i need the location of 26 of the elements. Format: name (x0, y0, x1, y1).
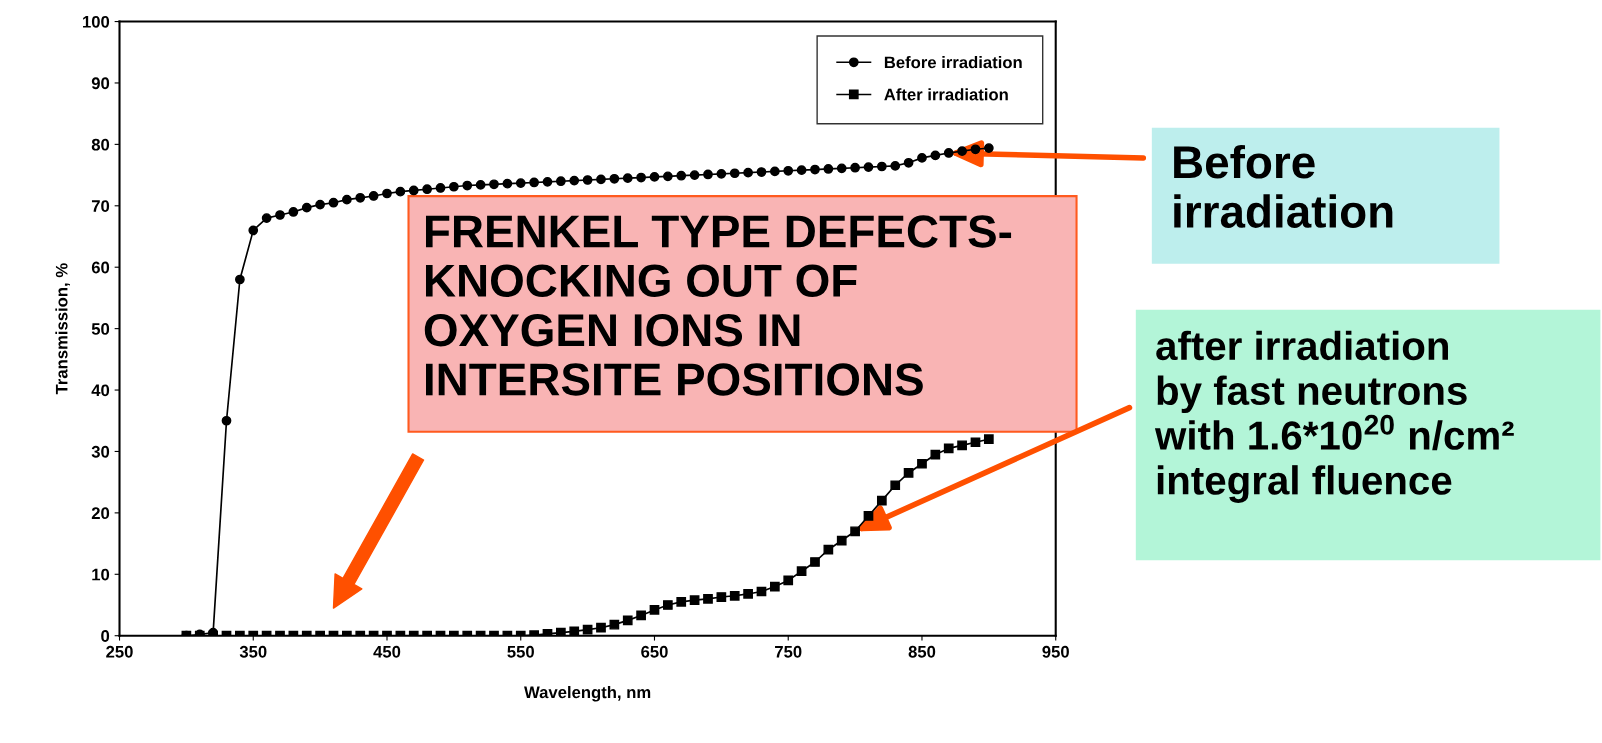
annotation: FRENKEL TYPE DEFECTS- KNOCKING OUT OF OXYGEN IONS IN INTERSITE POSITIONS (424, 215, 1012, 396)
y-tick-label: 20 (91, 507, 110, 520)
y-tick-label: 90 (91, 77, 110, 90)
x-tick-label: 850 (908, 645, 936, 658)
x-tick-label: 750 (775, 645, 802, 658)
annotation: Before irradiation (1174, 144, 1393, 228)
legend-label: After irradiation (884, 88, 1008, 101)
y-tick-label: 100 (83, 15, 110, 28)
x-tick-label: 450 (373, 645, 401, 658)
y-axis-title: Transmission, % (55, 263, 70, 395)
y-tick-label: 80 (91, 138, 110, 151)
x-tick-label: 650 (641, 645, 668, 658)
legend-label: Before irradiation (884, 56, 1022, 69)
x-tick-label: 550 (507, 645, 534, 658)
y-tick-label: 30 (91, 445, 110, 458)
y-tick-label: 0 (101, 630, 110, 642)
annotation: after irradiation by fast neutrons with 1.6*10$^{20}$ n/cm² integral fluence (1154, 330, 1514, 503)
y-tick-label: 10 (92, 568, 110, 581)
y-tick-label: 40 (91, 384, 110, 397)
x-axis-title: Wavelength, nm (524, 685, 651, 702)
x-tick-label: 350 (239, 645, 267, 658)
x-tick-label: 250 (106, 645, 133, 658)
x-tick-label: 950 (1042, 645, 1069, 658)
y-tick-label: 70 (91, 200, 110, 212)
y-tick-label: 50 (91, 323, 110, 335)
y-tick-label: 60 (91, 261, 110, 274)
